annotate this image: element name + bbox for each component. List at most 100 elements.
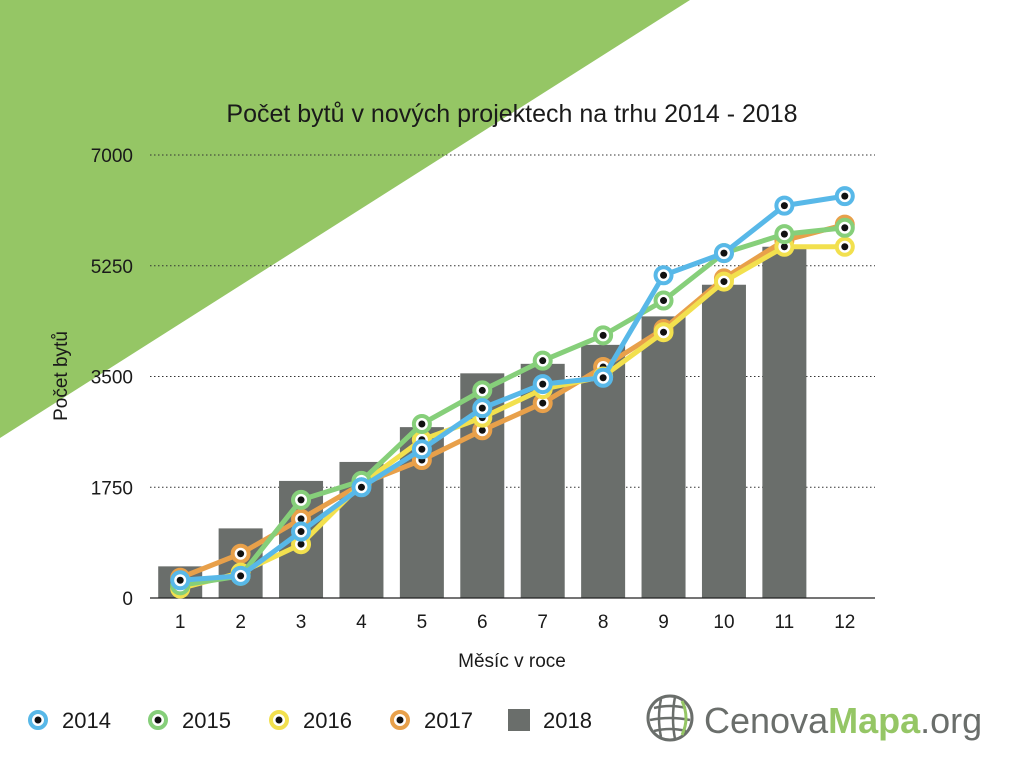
marker-dot [780, 230, 788, 238]
legend-swatch-dot [154, 716, 162, 724]
legend-swatch-2018 [508, 709, 530, 731]
x-tick-label-1: 1 [175, 612, 186, 633]
point-2014-month-1 [170, 570, 191, 591]
x-tick-label-4: 4 [356, 612, 367, 633]
point-2014-month-6 [472, 398, 493, 419]
line-series-2015 [170, 217, 855, 596]
legend-item-2017: 2017 [390, 708, 473, 733]
point-2015-month-7 [532, 350, 553, 371]
point-2014-month-9 [653, 265, 674, 286]
x-tick-label-2: 2 [235, 612, 246, 633]
logo-prefix: Cenova [704, 700, 829, 741]
line-2015 [177, 225, 848, 588]
point-2014-month-11 [774, 195, 795, 216]
point-2015-month-5 [411, 413, 432, 434]
point-2014-month-5 [411, 439, 432, 460]
marker-dot [841, 192, 849, 200]
green-corner-decoration [0, 0, 690, 438]
marker-dot [418, 445, 426, 453]
point-2014-month-3 [291, 521, 312, 542]
logo: CenovaMapa.org [646, 694, 982, 742]
marker-dot [841, 243, 849, 251]
legend-swatch-dot [275, 716, 283, 724]
marker-dot [539, 357, 547, 365]
marker-dot [176, 576, 184, 584]
marker-dot [599, 374, 607, 382]
x-tick-label-9: 9 [658, 612, 669, 633]
line-series-2014 [170, 186, 855, 591]
legend-swatch-dot [34, 716, 42, 724]
point-2014-month-4 [351, 477, 372, 498]
marker-dot [297, 540, 305, 548]
svg-text:CenovaMapa.org: CenovaMapa.org [704, 700, 982, 741]
point-2014-month-12 [834, 186, 855, 207]
legend-label-2014: 2014 [62, 708, 111, 733]
point-2017-month-2 [230, 543, 251, 564]
point-2014-month-7 [532, 374, 553, 395]
x-tick-label-12: 12 [834, 612, 855, 633]
line-2017 [177, 222, 848, 581]
marker-dot [720, 278, 728, 286]
legend-label-2016: 2016 [303, 708, 352, 733]
x-tick-label-7: 7 [537, 612, 548, 633]
marker-dot [478, 404, 486, 412]
legend-label-2017: 2017 [424, 708, 473, 733]
y-tick-label-1750: 1750 [91, 478, 133, 499]
x-tick-label-5: 5 [417, 612, 428, 633]
x-tick-label-11: 11 [775, 612, 795, 633]
x-tick-label-3: 3 [296, 612, 307, 633]
point-2015-month-6 [472, 380, 493, 401]
marker-dot [297, 528, 305, 536]
x-tick-label-10: 10 [713, 612, 734, 633]
legend-swatch-dot [396, 716, 404, 724]
y-tick-label-7000: 7000 [91, 146, 133, 167]
point-2016-month-9 [653, 322, 674, 343]
point-2014-month-2 [230, 565, 251, 586]
point-2014-month-8 [593, 367, 614, 388]
marker-dot [841, 224, 849, 232]
marker-dot [237, 572, 245, 580]
marker-dot [297, 496, 305, 504]
marker-dot [539, 399, 547, 407]
marker-dot [478, 386, 486, 394]
y-tick-label-5250: 5250 [91, 257, 133, 278]
point-2015-month-9 [653, 290, 674, 311]
x-axis-label: Měsíc v roce [458, 651, 566, 672]
y-tick-label-0: 0 [122, 589, 133, 610]
legend-label-2018: 2018 [543, 708, 592, 733]
x-tick-label-6: 6 [477, 612, 488, 633]
legend: 2014 2015 2016 2017 2018 [28, 708, 592, 733]
marker-dot [599, 331, 607, 339]
y-axis-label: Počet bytů [51, 331, 72, 421]
marker-dot [539, 380, 547, 388]
x-tick-label-8: 8 [598, 612, 609, 633]
point-2015-month-8 [593, 325, 614, 346]
point-2016-month-10 [713, 271, 734, 292]
marker-dot [478, 426, 486, 434]
x-axis-ticks: 1 2 3 4 5 6 7 8 9 10 11 12 [175, 612, 855, 633]
legend-item-2018: 2018 [508, 708, 592, 733]
logo-suffix: .org [920, 700, 982, 741]
y-axis-ticks: 0 1750 3500 5250 7000 [91, 146, 133, 610]
line-2016 [177, 244, 848, 592]
marker-dot [357, 483, 365, 491]
point-2016-month-12 [834, 236, 855, 257]
line-2014 [177, 193, 848, 583]
point-2015-month-3 [291, 489, 312, 510]
marker-dot [780, 243, 788, 251]
bar-2018-month-10 [701, 284, 746, 598]
legend-item-2016: 2016 [269, 708, 352, 733]
globe-grid-icon [646, 694, 694, 742]
marker-dot [237, 550, 245, 558]
logo-main: Mapa [828, 700, 921, 741]
point-2015-month-11 [774, 224, 795, 245]
bar-2018-month-11 [762, 246, 807, 598]
point-2015-month-12 [834, 217, 855, 238]
legend-item-2014: 2014 [28, 708, 111, 733]
chart-title: Počet bytů v nových projektech na trhu 2… [226, 100, 797, 128]
marker-dot [660, 328, 668, 336]
legend-label-2015: 2015 [182, 708, 231, 733]
point-2014-month-10 [713, 243, 734, 264]
